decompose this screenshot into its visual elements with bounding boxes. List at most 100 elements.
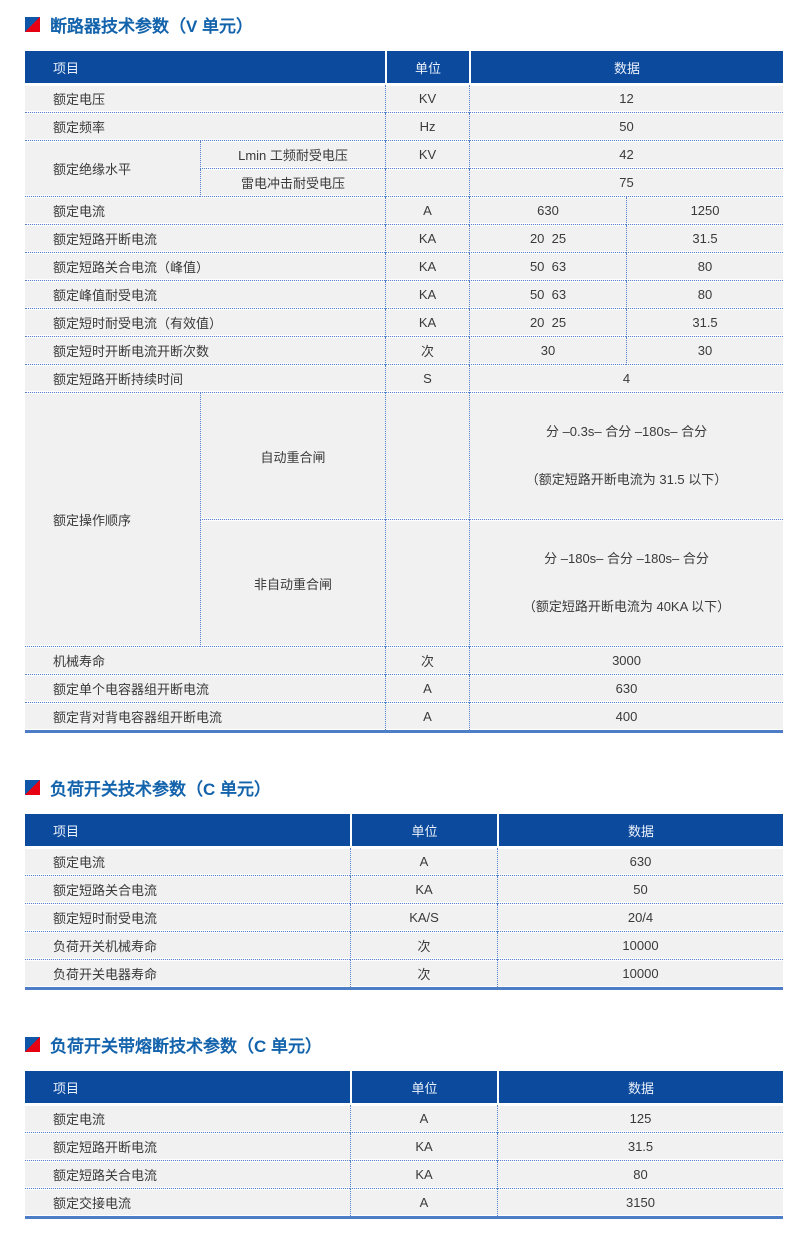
column-header-data: 数据 <box>469 51 784 85</box>
cell-unit <box>385 393 470 520</box>
table-row: 额定绝缘水平 Lmin 工频耐受电压 KV 42 <box>25 141 784 197</box>
table-row: 额定短路关合电流 KA 80 <box>25 1161 783 1189</box>
column-header-unit: 单位 <box>385 51 470 85</box>
table-row: 额定操作顺序 自动重合闸 分 –0.3s– 合分 –180s– 合分 （额定短路… <box>25 393 784 647</box>
table-row: 负荷开关机械寿命 次 10000 <box>25 932 783 960</box>
table-row: 额定单个电容器组开断电流 A 630 <box>25 675 784 703</box>
cell-data: 80 <box>626 253 784 281</box>
cell-item: 额定电流 <box>25 197 386 225</box>
column-header-data: 数据 <box>497 1071 783 1105</box>
operation-sequence-line: 分 –180s– 合分 –180s– 合分 <box>544 551 709 566</box>
breaker-params-table: 项目 单位 数据 额定电压 KV 12 额定频率 Hz 50 额定绝缘水平 Lm… <box>25 51 784 733</box>
cell-unit: A <box>385 675 470 703</box>
cell-group: 额定操作顺序 <box>25 393 200 647</box>
cell-data: 80 <box>497 1161 783 1189</box>
cell-data: 630 <box>469 675 784 703</box>
cell-unit <box>385 169 470 197</box>
cell-data: 50 <box>497 876 783 904</box>
cell-subitem: 雷电冲击耐受电压 <box>200 169 386 197</box>
cell-data: 31.5 <box>626 225 784 253</box>
cell-unit: KA <box>350 1161 497 1189</box>
section-title-breaker: 断路器技术参数（V 单元） <box>25 12 783 36</box>
table-row: 额定短路关合电流 KA 50 <box>25 876 783 904</box>
cell-data: 10000 <box>497 960 783 987</box>
table-header-row: 项目 单位 数据 <box>25 1071 783 1105</box>
cell-data: 10000 <box>497 932 783 960</box>
column-header-item: 项目 <box>25 814 350 848</box>
table-row: 额定短路开断电流 KA 31.5 <box>25 1133 783 1161</box>
cell-unit: A <box>385 703 470 730</box>
table-row: 额定短路开断持续时间 S 4 <box>25 365 784 393</box>
table-row: 雷电冲击耐受电压 75 <box>25 169 784 197</box>
cell-unit: 次 <box>385 337 470 365</box>
cell-item: 额定短时耐受电流 <box>25 904 350 932</box>
cell-data: 1250 <box>626 197 784 225</box>
column-header-item: 项目 <box>25 51 386 85</box>
cell-data: 630 <box>469 197 627 225</box>
cell-unit <box>385 520 470 647</box>
cell-unit: KV <box>385 141 470 169</box>
section-marker-icon <box>25 779 40 795</box>
table-header-row: 项目 单位 数据 <box>25 814 783 848</box>
table-row: 额定峰值耐受电流 KA 50 63 80 <box>25 281 784 309</box>
cell-data: 80 <box>626 281 784 309</box>
cell-unit: S <box>385 365 470 393</box>
cell-unit: 次 <box>385 647 470 675</box>
cell-unit: A <box>350 848 497 876</box>
table-row: 额定短时耐受电流（有效值） KA 20 25 31.5 <box>25 309 784 337</box>
section-title-text: 负荷开关技术参数（C 单元） <box>50 779 271 799</box>
cell-unit: KA <box>385 281 470 309</box>
cell-data: 4 <box>469 365 784 393</box>
cell-item: 机械寿命 <box>25 647 386 675</box>
cell-unit: 次 <box>350 960 497 987</box>
cell-item: 额定电流 <box>25 848 350 876</box>
table-row: 额定电流 A 630 1250 <box>25 197 784 225</box>
cell-item: 额定短路关合电流 <box>25 876 350 904</box>
table-row: 负荷开关电器寿命 次 10000 <box>25 960 783 987</box>
cell-unit: KA <box>350 1133 497 1161</box>
cell-item: 额定短路开断持续时间 <box>25 365 386 393</box>
cell-item: 额定短路开断电流 <box>25 225 386 253</box>
cell-item: 额定背对背电容器组开断电流 <box>25 703 386 730</box>
table-row: 额定短时开断电流开断次数 次 30 30 <box>25 337 784 365</box>
cell-unit: KV <box>385 85 470 113</box>
cell-data: 12 <box>469 85 784 113</box>
column-header-item: 项目 <box>25 1071 350 1105</box>
table-row: 额定电流 A 630 <box>25 848 783 876</box>
cell-data: 3000 <box>469 647 784 675</box>
cell-data: 75 <box>469 169 784 197</box>
cell-item: 额定短路关合电流（峰值） <box>25 253 386 281</box>
cell-item: 额定短路开断电流 <box>25 1133 350 1161</box>
section-title-text: 断路器技术参数（V 单元） <box>50 16 254 36</box>
table-row: 额定背对背电容器组开断电流 A 400 <box>25 703 784 730</box>
cell-item: 额定电流 <box>25 1105 350 1133</box>
cell-item: 额定交接电流 <box>25 1189 350 1216</box>
cell-unit: KA <box>385 253 470 281</box>
table-row: 额定交接电流 A 3150 <box>25 1189 783 1216</box>
cell-data: 20 25 <box>469 309 627 337</box>
cell-data: 20 25 <box>469 225 627 253</box>
table-header-row: 项目 单位 数据 <box>25 51 784 85</box>
cell-item: 额定短时开断电流开断次数 <box>25 337 386 365</box>
cell-data: 50 <box>469 113 784 141</box>
cell-data: 42 <box>469 141 784 169</box>
cell-item: 额定单个电容器组开断电流 <box>25 675 386 703</box>
table-row: 额定电压 KV 12 <box>25 85 784 113</box>
cell-subitem: 非自动重合闸 <box>200 520 386 647</box>
cell-data: 分 –0.3s– 合分 –180s– 合分 （额定短路开断电流为 31.5 以下… <box>469 393 784 520</box>
cell-item: 额定频率 <box>25 113 386 141</box>
cell-unit: KA <box>385 225 470 253</box>
column-header-data: 数据 <box>497 814 783 848</box>
table-row: 额定短路关合电流（峰值） KA 50 63 80 <box>25 253 784 281</box>
table-row: 机械寿命 次 3000 <box>25 647 784 675</box>
cell-data: 31.5 <box>626 309 784 337</box>
column-header-unit: 单位 <box>350 814 497 848</box>
cell-data: 630 <box>497 848 783 876</box>
cell-item: 额定短时耐受电流（有效值） <box>25 309 386 337</box>
operation-sequence-note: （额定短路开断电流为 31.5 以下） <box>525 472 728 487</box>
cell-unit: KA <box>350 876 497 904</box>
section-title-text: 负荷开关带熔断技术参数（C 单元） <box>50 1036 322 1056</box>
table-row: 额定短时耐受电流 KA/S 20/4 <box>25 904 783 932</box>
cell-unit: KA <box>385 309 470 337</box>
